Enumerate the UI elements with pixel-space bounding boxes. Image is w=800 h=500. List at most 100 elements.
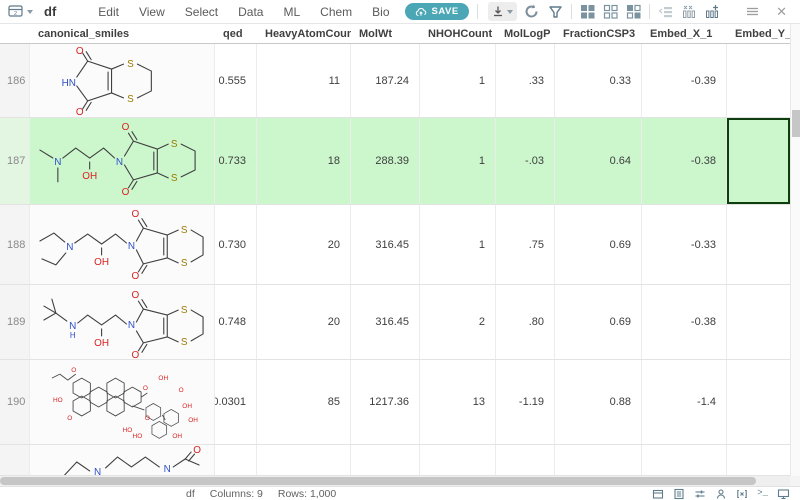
close-button[interactable]: ✕ — [776, 4, 787, 19]
cell-mollogp[interactable]: .33 — [496, 44, 555, 117]
menu-select[interactable]: Select — [184, 4, 219, 19]
cell-fractioncsp3[interactable] — [555, 445, 642, 475]
table-switcher-button[interactable]: 2 — [8, 5, 33, 18]
cell-heavyatomcount[interactable]: 20 — [257, 285, 351, 359]
add-columns-button[interactable] — [704, 4, 720, 19]
menu-edit[interactable]: Edit — [98, 4, 119, 19]
col-header-mollogp[interactable]: MolLogP — [504, 28, 551, 40]
horizontal-scrollbar-thumb[interactable] — [0, 477, 756, 485]
row-number-cell[interactable]: 186 — [0, 44, 30, 117]
cell-nhohcount[interactable]: 1 — [420, 205, 496, 284]
cell-molwt[interactable]: 316.45 — [351, 285, 420, 359]
row-number-header[interactable] — [0, 24, 30, 43]
cell-canonical-smiles[interactable]: N N O — [30, 445, 215, 475]
row-number-cell[interactable]: 188 — [0, 205, 30, 284]
cell-canonical-smiles[interactable]: O HO O HO O OH O OH OH OH HO O — [30, 360, 215, 444]
hamburger-menu-button[interactable] — [746, 7, 759, 16]
cell-embed-x-1[interactable] — [642, 445, 727, 475]
cell-qed[interactable]: 0.748 — [215, 285, 257, 359]
cell-fractioncsp3[interactable]: 0.88 — [555, 360, 642, 444]
refresh-button[interactable] — [524, 4, 539, 19]
col-header-fractioncsp3[interactable]: FractionCSP3 — [563, 28, 636, 40]
remove-columns-button[interactable] — [681, 4, 697, 19]
panel-toggle-button[interactable] — [652, 488, 664, 500]
cell-embed-x-1[interactable]: -0.33 — [642, 205, 727, 284]
cell-heavyatomcount[interactable]: 20 — [257, 205, 351, 284]
layout-grid-mixed-button[interactable] — [626, 4, 641, 19]
cell-embed-y-1[interactable] — [727, 44, 790, 117]
cell-nhohcount[interactable] — [420, 445, 496, 475]
cell-molwt[interactable] — [351, 445, 420, 475]
cell-fractioncsp3[interactable]: 0.69 — [555, 285, 642, 359]
col-header-canonical-smiles[interactable]: canonical_smiles — [38, 28, 130, 40]
row-number-cell[interactable]: 190 — [0, 360, 30, 444]
download-button[interactable] — [487, 2, 517, 21]
cell-qed[interactable]: 0.0301 — [215, 360, 257, 444]
save-button[interactable]: SAVE — [404, 3, 469, 20]
menu-bio[interactable]: Bio — [372, 4, 390, 19]
col-header-nhohcount[interactable]: NHOHCount — [428, 28, 493, 40]
cell-canonical-smiles[interactable]: N H OH N O O S S — [30, 285, 215, 359]
cell-embed-x-1[interactable]: -0.38 — [642, 118, 727, 204]
col-header-embed-x-1[interactable]: Embed_X_1 — [650, 28, 713, 40]
cell-fractioncsp3[interactable]: 0.69 — [555, 205, 642, 284]
menu-view[interactable]: View — [138, 4, 165, 19]
cell-heavyatomcount[interactable] — [257, 445, 351, 475]
console-button[interactable]: >_ — [757, 488, 768, 498]
details-panel-button[interactable] — [673, 488, 685, 500]
menu-chem[interactable]: Chem — [320, 4, 353, 19]
cell-embed-y-1[interactable] — [727, 445, 790, 475]
cell-mollogp[interactable]: -1.19 — [496, 360, 555, 444]
cell-embed-y-1-current[interactable] — [727, 118, 790, 204]
cell-embed-x-1[interactable]: -1.4 — [642, 360, 727, 444]
row-number-cell[interactable]: 189 — [0, 285, 30, 359]
cell-molwt[interactable]: 316.45 — [351, 205, 420, 284]
cell-mollogp[interactable]: -.03 — [496, 118, 555, 204]
filter-button[interactable] — [548, 5, 563, 19]
table-name[interactable]: df — [44, 4, 57, 19]
menu-data[interactable]: Data — [238, 4, 264, 19]
cell-canonical-smiles[interactable]: N OH N O O S S — [30, 118, 215, 204]
cell-mollogp[interactable] — [496, 445, 555, 475]
cell-molwt[interactable]: 187.24 — [351, 44, 420, 117]
cell-fractioncsp3[interactable]: 0.33 — [555, 44, 642, 117]
cell-canonical-smiles[interactable]: O HN O S S — [30, 44, 215, 117]
user-button[interactable] — [715, 488, 727, 500]
col-header-heavyatomcount[interactable]: HeavyAtomCount — [265, 28, 351, 40]
cell-embed-x-1[interactable]: -0.39 — [642, 44, 727, 117]
cell-embed-x-1[interactable]: -0.38 — [642, 285, 727, 359]
properties-button[interactable] — [694, 488, 706, 500]
cell-nhohcount[interactable]: 2 — [420, 285, 496, 359]
cell-heavyatomcount[interactable]: 18 — [257, 118, 351, 204]
layout-grid-outline-button[interactable] — [603, 4, 618, 19]
layout-grid-filled-button[interactable] — [580, 4, 595, 19]
cell-canonical-smiles[interactable]: N OH N O O S S — [30, 205, 215, 284]
cell-fractioncsp3[interactable]: 0.64 — [555, 118, 642, 204]
cell-nhohcount[interactable]: 13 — [420, 360, 496, 444]
row-number-cell[interactable]: 187 — [0, 118, 30, 204]
cell-qed[interactable]: 0.730 — [215, 205, 257, 284]
cell-embed-y-1[interactable] — [727, 205, 790, 284]
cell-heavyatomcount[interactable]: 11 — [257, 44, 351, 117]
cell-qed[interactable]: 0.733 — [215, 118, 257, 204]
cell-qed[interactable]: 0.555 — [215, 44, 257, 117]
cell-nhohcount[interactable]: 1 — [420, 118, 496, 204]
presentation-button[interactable] — [777, 488, 790, 500]
cell-heavyatomcount[interactable]: 85 — [257, 360, 351, 444]
cell-molwt[interactable]: 288.39 — [351, 118, 420, 204]
row-number-cell[interactable] — [0, 445, 30, 475]
horizontal-scrollbar[interactable] — [0, 476, 790, 486]
col-header-molwt[interactable]: MolWt — [359, 28, 392, 40]
vertical-scrollbar-thumb[interactable] — [792, 110, 800, 137]
cell-molwt[interactable]: 1217.36 — [351, 360, 420, 444]
col-header-qed[interactable]: qed — [223, 28, 243, 40]
cell-mollogp[interactable]: .80 — [496, 285, 555, 359]
cell-nhohcount[interactable]: 1 — [420, 44, 496, 117]
status-table-name[interactable]: df — [186, 487, 195, 500]
cell-qed[interactable] — [215, 445, 257, 475]
menu-ml[interactable]: ML — [283, 4, 301, 19]
cell-embed-y-1[interactable] — [727, 360, 790, 444]
vertical-scrollbar[interactable] — [790, 24, 800, 476]
col-header-embed-y-1[interactable]: Embed_Y_1 — [735, 28, 790, 40]
add-rows-button[interactable] — [658, 5, 674, 19]
